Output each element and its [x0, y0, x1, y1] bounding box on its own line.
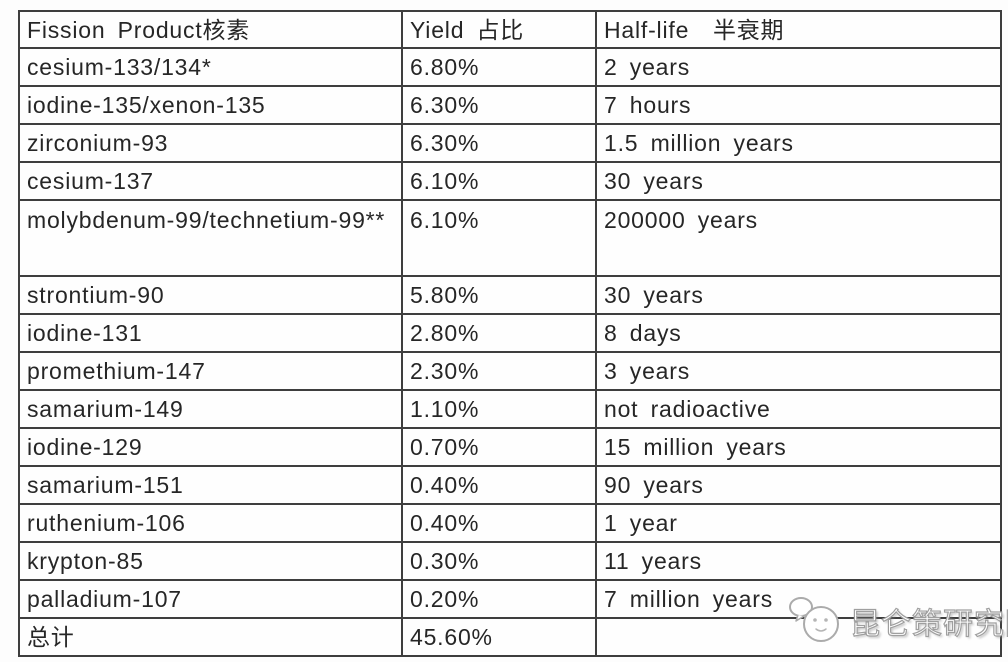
table-row: krypton-85 0.30% 11 years: [18, 541, 1002, 581]
cell-yield: 1.10%: [401, 389, 597, 429]
cell-halflife: 30 years: [595, 161, 1002, 201]
table-row: iodine-131 2.80% 8 days: [18, 313, 1002, 353]
cell-yield: 2.80%: [401, 313, 597, 353]
cell-yield: 6.10%: [401, 161, 597, 201]
cell-halflife: 7 hours: [595, 85, 1002, 125]
table-row: promethium-147 2.30% 3 years: [18, 351, 1002, 391]
cell-halflife: 30 years: [595, 275, 1002, 315]
column-header-yield: Yield 占比: [401, 10, 597, 49]
cell-halflife: 1.5 million years: [595, 123, 1002, 163]
column-header-fission-product: Fission Product核素: [18, 10, 403, 49]
table-row: samarium-149 1.10% not radioactive: [18, 389, 1002, 429]
cell-product: promethium-147: [18, 351, 403, 391]
cell-halflife: 2 years: [595, 47, 1002, 87]
cell-yield: 6.80%: [401, 47, 597, 87]
cell-yield: 6.30%: [401, 123, 597, 163]
cell-halflife: 3 years: [595, 351, 1002, 391]
cell-product: strontium-90: [18, 275, 403, 315]
cell-product: krypton-85: [18, 541, 403, 581]
cell-halflife: 8 days: [595, 313, 1002, 353]
table-row: molybdenum-99/technetium-99** 6.10% 2000…: [18, 199, 1002, 277]
cell-yield: 0.20%: [401, 579, 597, 619]
cell-product: iodine-129: [18, 427, 403, 467]
cell-halflife: 15 million years: [595, 427, 1002, 467]
cell-product: palladium-107: [18, 579, 403, 619]
cell-halflife: 7 million years: [595, 579, 1002, 619]
table-row: cesium-133/134* 6.80% 2 years: [18, 47, 1002, 87]
cell-total-halflife: [595, 617, 1002, 657]
table-row: ruthenium-106 0.40% 1 year: [18, 503, 1002, 543]
cell-halflife: not radioactive: [595, 389, 1002, 429]
cell-yield: 0.40%: [401, 465, 597, 505]
fission-products-table: Fission Product核素 Yield 占比 Half-life 半衰期…: [18, 10, 1002, 657]
cell-product: cesium-137: [18, 161, 403, 201]
cell-yield: 0.30%: [401, 541, 597, 581]
total-row: 总计 45.60%: [18, 617, 1002, 657]
cell-yield: 5.80%: [401, 275, 597, 315]
cell-total-label: 总计: [18, 617, 403, 657]
cell-yield: 6.30%: [401, 85, 597, 125]
cell-product: cesium-133/134*: [18, 47, 403, 87]
table-row: iodine-129 0.70% 15 million years: [18, 427, 1002, 467]
cell-product: zirconium-93: [18, 123, 403, 163]
cell-halflife: 11 years: [595, 541, 1002, 581]
cell-halflife: 200000 years: [595, 199, 1002, 277]
cell-halflife: 1 year: [595, 503, 1002, 543]
cell-yield: 2.30%: [401, 351, 597, 391]
cell-product: samarium-149: [18, 389, 403, 429]
table-row: zirconium-93 6.30% 1.5 million years: [18, 123, 1002, 163]
table-row: strontium-90 5.80% 30 years: [18, 275, 1002, 315]
cell-product: ruthenium-106: [18, 503, 403, 543]
cell-product: iodine-131: [18, 313, 403, 353]
cell-product: samarium-151: [18, 465, 403, 505]
cell-halflife: 90 years: [595, 465, 1002, 505]
table-row: iodine-135/xenon-135 6.30% 7 hours: [18, 85, 1002, 125]
cell-yield: 0.70%: [401, 427, 597, 467]
cell-yield: 0.40%: [401, 503, 597, 543]
column-header-half-life: Half-life 半衰期: [595, 10, 1002, 49]
cell-product: molybdenum-99/technetium-99**: [18, 199, 403, 277]
table-row: cesium-137 6.10% 30 years: [18, 161, 1002, 201]
cell-total-yield: 45.60%: [401, 617, 597, 657]
cell-yield: 6.10%: [401, 199, 597, 277]
header-row: Fission Product核素 Yield 占比 Half-life 半衰期: [18, 10, 1002, 49]
table-row: samarium-151 0.40% 90 years: [18, 465, 1002, 505]
table-row: palladium-107 0.20% 7 million years: [18, 579, 1002, 619]
cell-product: iodine-135/xenon-135: [18, 85, 403, 125]
